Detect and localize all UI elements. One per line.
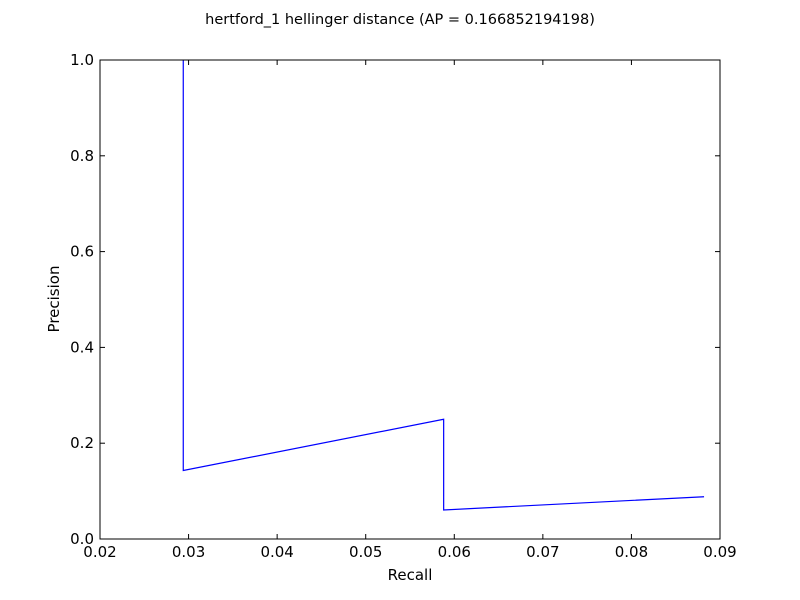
x-axis-label: Recall (388, 566, 433, 584)
series-line-0 (182, 60, 705, 511)
plot-area (99, 59, 721, 540)
x-tick-label: 0.03 (172, 543, 205, 561)
x-tick-label: 0.04 (260, 543, 293, 561)
x-tick-label: 0.07 (526, 543, 559, 561)
y-tick-label: 0.2 (70, 434, 94, 452)
y-tick-label: 0.0 (70, 530, 94, 548)
x-tick-label: 0.06 (438, 543, 471, 561)
x-tick-label: 0.02 (83, 543, 116, 561)
y-tick-label: 1.0 (70, 51, 94, 69)
axis-ticks: 0.02 0.03 0.04 0.05 0.06 0.07 0.08 0.09 0.0 0.2 0.… (70, 51, 737, 561)
y-tick-label: 0.6 (70, 243, 94, 261)
x-tick-label: 0.08 (615, 543, 648, 561)
plot-frame (99, 59, 721, 540)
y-axis-label: Precision (45, 266, 63, 333)
x-tick-label: 0.09 (703, 543, 736, 561)
y-tick-label: 0.8 (70, 147, 94, 165)
chart-title: hertford_1 hellinger distance (AP = 0.16… (205, 12, 595, 28)
y-tick-label: 0.4 (70, 338, 94, 356)
x-tick-label: 0.05 (349, 543, 382, 561)
